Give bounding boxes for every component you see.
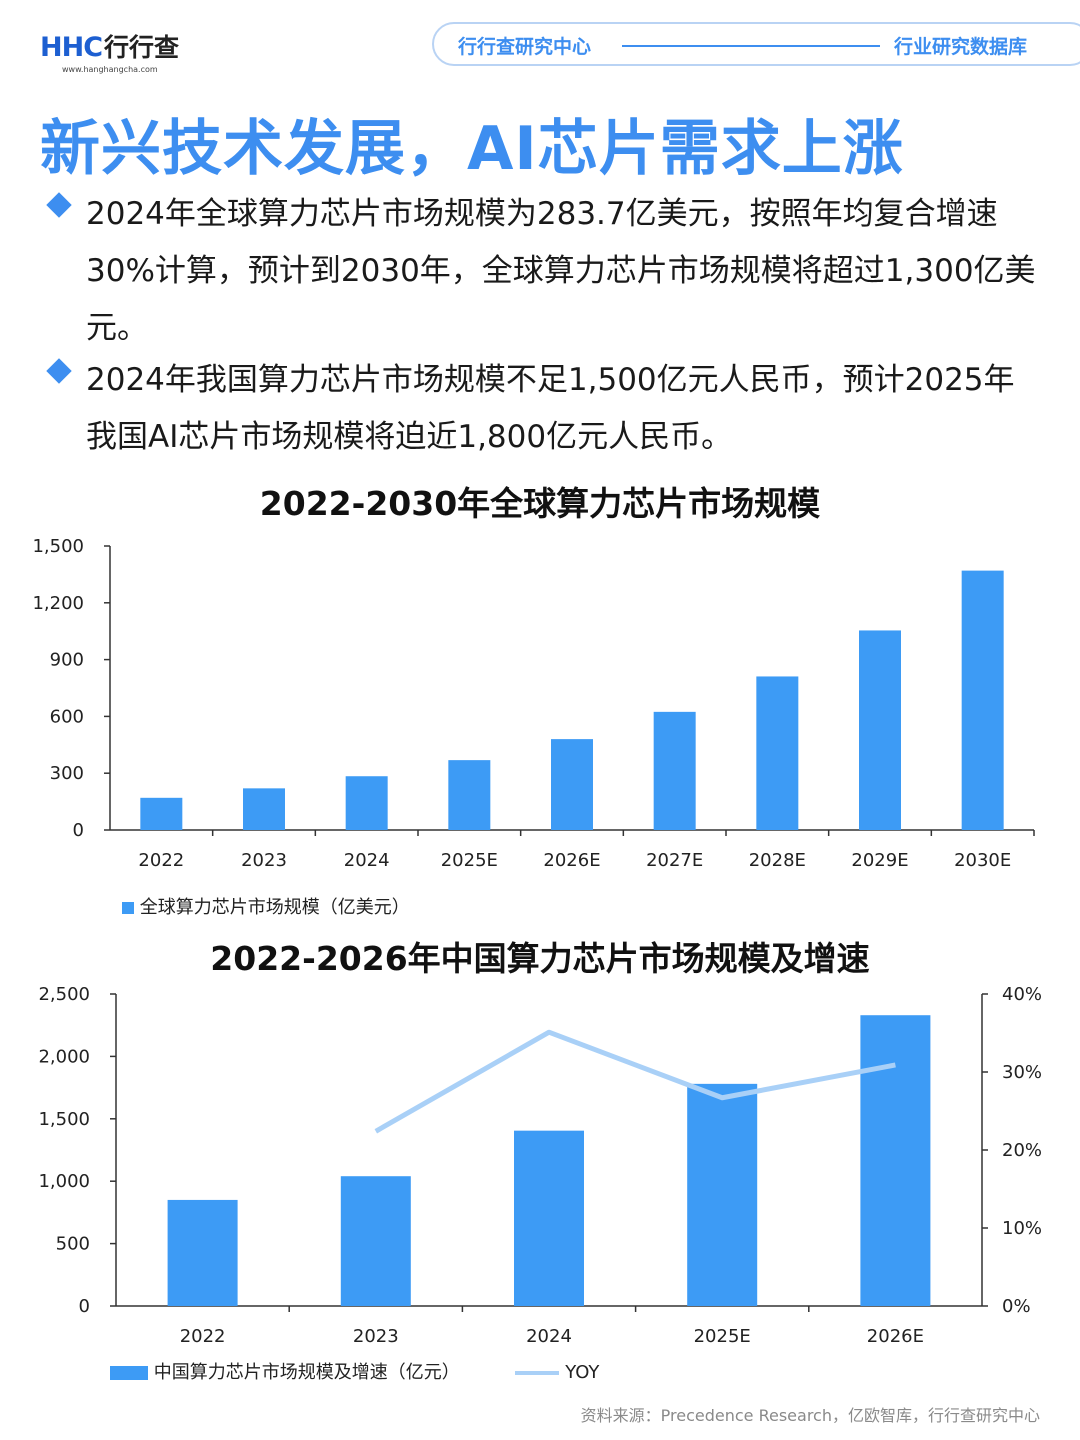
chart1-legend-label: 全球算力芯片市场规模（亿美元） (139, 897, 410, 918)
y-tick-label: 1,500 (38, 1109, 90, 1130)
bar (243, 788, 285, 830)
bullet-2-text: 2024年我国算力芯片市场规模不足1,500亿元人民币，预计2025年我国AI芯… (86, 362, 1015, 455)
chart1-legend: 全球算力芯片市场规模（亿美元） (122, 893, 410, 919)
x-tick-label: 2022 (138, 850, 184, 871)
source-note: 资料来源：Precedence Research，亿欧智库，行行查研究中心 (580, 1406, 1040, 1425)
legend-bar-swatch-icon (122, 902, 134, 914)
bar (448, 760, 491, 830)
x-tick-label: 2022 (180, 1326, 226, 1347)
y-tick-label: 1,500 (32, 536, 84, 557)
logo-mark: HHC (40, 32, 103, 63)
y-tick-label: 600 (50, 706, 84, 727)
pill-right-label: 行业研究数据库 (894, 36, 1028, 58)
bar (340, 1176, 411, 1306)
bar (687, 1083, 758, 1306)
y2-tick-label: 20% (1002, 1140, 1042, 1161)
bar (961, 570, 1004, 830)
y-tick-label: 2,000 (38, 1046, 90, 1067)
header-pill: 行行查研究中心 行业研究数据库 (432, 22, 1080, 66)
y2-tick-label: 10% (1002, 1218, 1042, 1239)
bullet-1-text: 2024年全球算力芯片市场规模为283.7亿美元，按照年均复合增速30%计算，预… (86, 196, 1036, 346)
y-tick-label: 300 (50, 763, 84, 784)
bar (551, 739, 593, 830)
x-tick-label: 2024 (526, 1326, 572, 1347)
diamond-bullet-icon (46, 192, 72, 218)
y-tick-label: 900 (50, 650, 84, 671)
chart1-title: 2022-2030年全球算力芯片市场规模 (259, 484, 821, 523)
x-tick-label: 2028E (749, 850, 806, 871)
x-tick-label: 2026E (867, 1326, 924, 1347)
page-title: 新兴技术发展，AI芯片需求上涨 (40, 114, 904, 184)
chart2-legend-bar-label: 中国算力芯片市场规模及增速（亿元） (153, 1362, 460, 1383)
x-tick-label: 2026E (543, 850, 600, 871)
diamond-bullet-icon (46, 358, 72, 384)
y2-tick-label: 40% (1002, 984, 1042, 1005)
bar (345, 776, 388, 830)
x-tick-label: 2030E (954, 850, 1011, 871)
bar (140, 797, 183, 830)
bar (653, 711, 696, 830)
logo-name: 行行查 (104, 33, 180, 62)
bullet-2: 2024年我国算力芯片市场规模不足1,500亿元人民币，预计2025年我国AI芯… (40, 352, 1040, 466)
x-tick-label: 2023 (353, 1326, 399, 1347)
y-tick-label: 1,000 (38, 1171, 90, 1192)
bar (167, 1199, 238, 1306)
chart2-plot: 0 500 1,000 1,500 2,000 2,500 0% 10% 20% 30% 40% 20… (38, 984, 1042, 1347)
x-tick-label: 2025E (441, 850, 498, 871)
legend-line-swatch-icon (515, 1371, 560, 1375)
bullet-1: 2024年全球算力芯片市场规模为283.7亿美元，按照年均复合增速30%计算，预… (40, 186, 1040, 357)
chart2-legend: 中国算力芯片市场规模及增速（亿元） YOY (110, 1358, 599, 1384)
y-tick-label: 1,200 (32, 593, 84, 614)
x-tick-label: 2024 (344, 850, 390, 871)
y-tick-label: 500 (56, 1234, 90, 1255)
bar (860, 1015, 931, 1306)
chart1-plot: 0 300 600 900 1,200 1,500 2022 2023 2024 2025E 202… (32, 536, 1035, 871)
y-tick-label: 0 (79, 1296, 90, 1317)
x-tick-label: 2029E (851, 850, 908, 871)
chart2-title: 2022-2026年中国算力芯片市场规模及增速 (210, 939, 870, 978)
yoy-line (374, 1029, 896, 1134)
pill-left-label: 行行查研究中心 (458, 36, 592, 58)
y2-tick-label: 30% (1002, 1062, 1042, 1083)
pill-divider-line (622, 45, 880, 47)
x-tick-label: 2023 (241, 850, 287, 871)
y-tick-label: 2,500 (38, 984, 90, 1005)
logo-url: www.hanghangcha.com (62, 65, 158, 74)
chart2-legend-line-label: YOY (565, 1362, 600, 1383)
x-tick-label: 2027E (646, 850, 703, 871)
y-tick-label: 0 (73, 820, 84, 841)
bar (514, 1130, 584, 1306)
legend-bar-swatch-icon (110, 1366, 148, 1380)
y2-tick-label: 0% (1002, 1296, 1031, 1317)
bar (756, 676, 799, 830)
logo: HHC行行查 www.hanghangcha.com (40, 28, 179, 74)
x-tick-label: 2025E (694, 1326, 751, 1347)
bar (859, 630, 901, 830)
